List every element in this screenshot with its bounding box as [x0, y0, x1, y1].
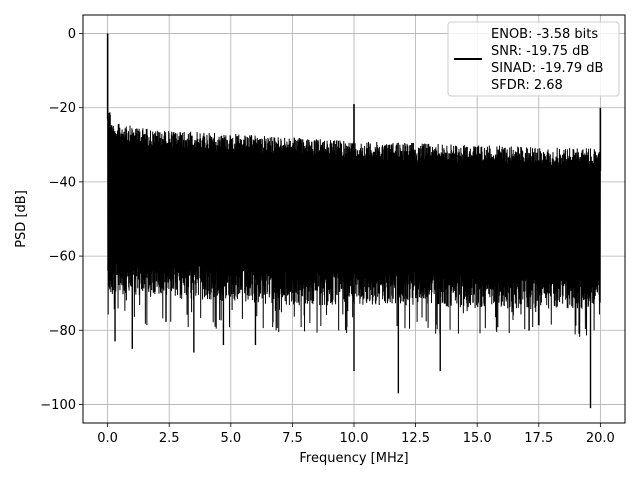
x-axis-label: Frequency [MHz]	[299, 451, 408, 466]
legend: ENOB: -3.58 bits SNR: -19.75 dB SINAD: -…	[447, 21, 620, 97]
x-tick-label: 15.0	[463, 431, 492, 446]
y-tick-label: 0	[68, 27, 76, 42]
legend-sfdr: SFDR: 2.68	[491, 78, 563, 93]
x-tick-label: 20.0	[586, 431, 615, 446]
x-tick-label: 0.0	[97, 431, 118, 446]
x-tick-label: 17.5	[524, 431, 553, 446]
legend-snr: SNR: -19.75 dB	[491, 44, 589, 59]
legend-enob: ENOB: -3.58 bits	[491, 27, 598, 42]
x-tick-label: 5.0	[220, 431, 241, 446]
y-tick-label: −100	[40, 398, 76, 413]
y-tick-label: −40	[49, 175, 76, 190]
y-tick-label: −80	[49, 324, 76, 339]
x-axis-ticks: 0.0 2.5 5.0 7.5 10.0 12.5 15.0 17.5 20.0	[97, 423, 615, 446]
x-tick-label: 2.5	[159, 431, 180, 446]
legend-sinad: SINAD: -19.79 dB	[491, 61, 603, 76]
y-tick-label: −20	[49, 101, 76, 116]
x-tick-label: 12.5	[401, 431, 430, 446]
legend-box	[447, 21, 620, 97]
y-axis-label: PSD [dB]	[14, 190, 29, 248]
psd-series	[106, 33, 602, 409]
y-tick-label: −60	[49, 250, 76, 265]
y-axis-ticks: 0 −20 −40 −60 −80 −100	[40, 27, 83, 413]
x-tick-label: 10.0	[340, 431, 369, 446]
x-tick-label: 7.5	[282, 431, 303, 446]
